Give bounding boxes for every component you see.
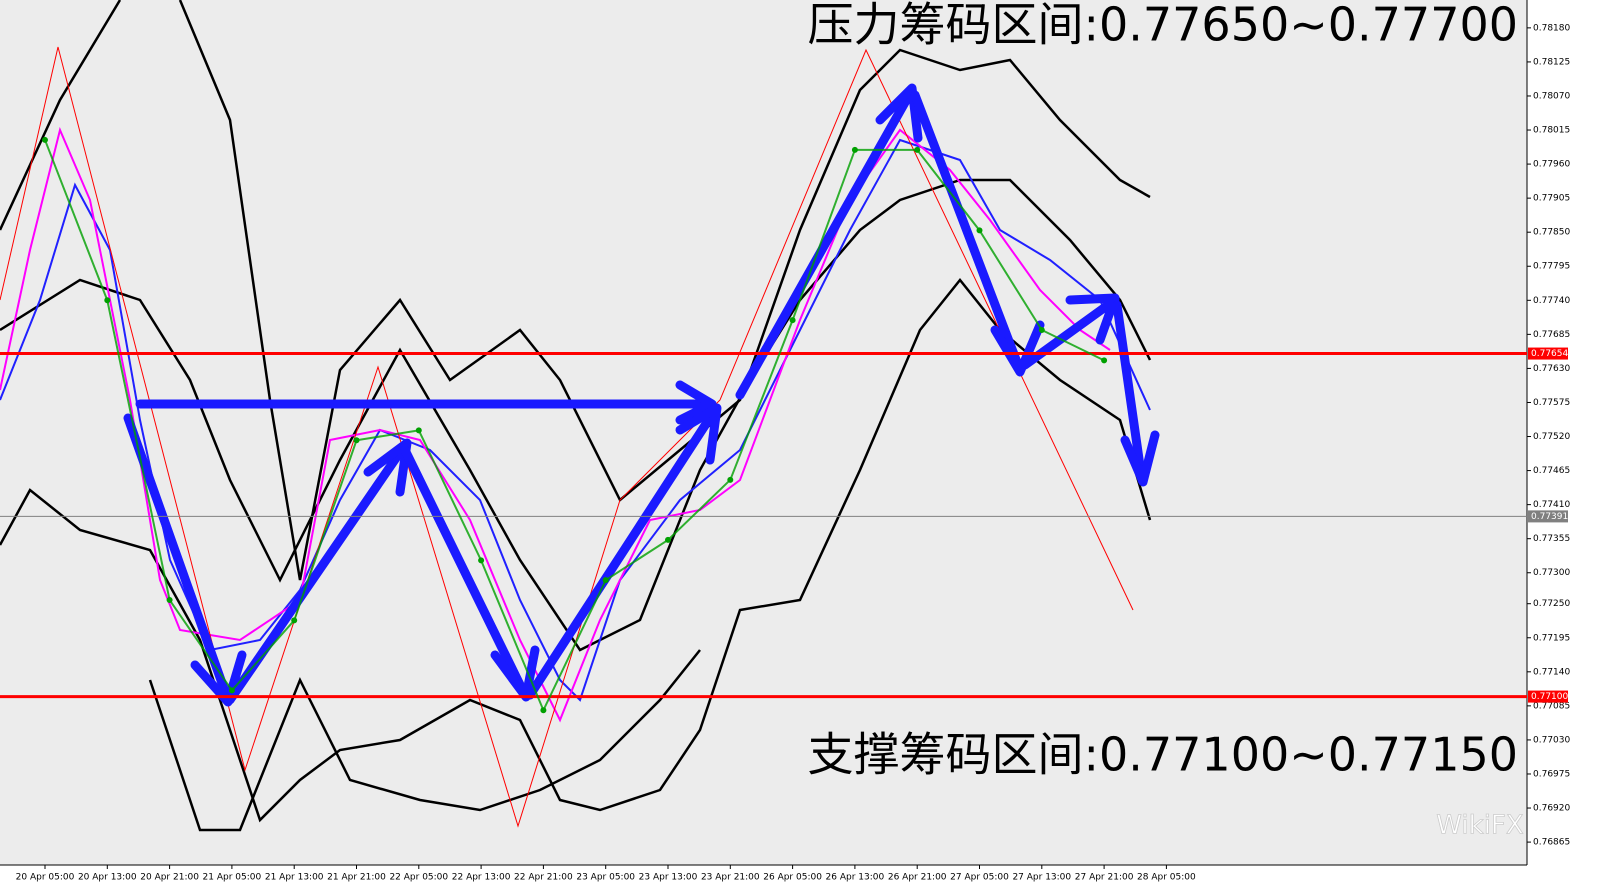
x-tick-label: 20 Apr 13:00 (78, 873, 137, 883)
price-line (44, 139, 1105, 713)
y-tick-label: 0.77250 (1533, 599, 1570, 609)
level-tag (1528, 690, 1568, 703)
y-tick-label: 0.77630 (1533, 364, 1570, 374)
y-tick-label: 0.77465 (1533, 466, 1570, 476)
price-point (104, 297, 111, 304)
price-point (415, 427, 422, 434)
price-point (1101, 357, 1108, 364)
x-tick-label: 23 Apr 05:00 (576, 873, 635, 883)
y-tick-label: 0.76975 (1533, 769, 1570, 779)
y-tick-label: 0.76920 (1533, 804, 1570, 814)
level-label: 0.77100 (1531, 692, 1568, 702)
y-tick-label: 0.77685 (1533, 330, 1570, 340)
y-tick-label: 0.76865 (1533, 838, 1570, 848)
y-tick-label: 0.77030 (1533, 735, 1570, 745)
price-point (228, 687, 235, 694)
price-point (602, 577, 609, 584)
y-tick-label: 0.77795 (1533, 262, 1570, 272)
price-point (291, 617, 298, 624)
level-tag (1528, 510, 1568, 523)
x-tick-label: 26 Apr 21:00 (888, 873, 947, 883)
x-tick-label: 26 Apr 13:00 (826, 873, 885, 883)
resistance-annotation: 压力筹码区间:0.77650~0.77700 (808, 0, 1518, 52)
zigzag (0, 46, 1134, 828)
y-tick-label: 0.78125 (1533, 57, 1570, 67)
y-tick-label: 0.78070 (1533, 91, 1570, 101)
price-point (1038, 327, 1045, 334)
price-point (478, 557, 485, 564)
x-tick-label: 21 Apr 21:00 (327, 873, 386, 883)
x-tick-label: 27 Apr 13:00 (1012, 873, 1071, 883)
y-tick-label: 0.77905 (1533, 194, 1570, 204)
y-tick-label: 0.78015 (1533, 126, 1570, 136)
y-tick-label: 0.77850 (1533, 228, 1570, 238)
x-tick-label: 23 Apr 13:00 (639, 873, 698, 883)
x-tick-label: 22 Apr 05:00 (389, 873, 448, 883)
y-axis-area (1527, 0, 1611, 889)
level-tag (1528, 347, 1568, 360)
support-annotation: 支撑筹码区间:0.77100~0.77150 (808, 728, 1518, 782)
y-tick-label: 0.77355 (1533, 534, 1570, 544)
x-tick-label: 23 Apr 21:00 (701, 873, 760, 883)
y-tick-label: 0.77300 (1533, 568, 1570, 578)
level-label: 0.77391 (1531, 512, 1568, 522)
plot-area (0, 0, 1527, 865)
x-tick-label: 21 Apr 13:00 (265, 873, 324, 883)
x-tick-label: 28 Apr 05:00 (1137, 873, 1196, 883)
x-tick-label: 20 Apr 21:00 (140, 873, 199, 883)
y-tick-label: 0.78180 (1533, 23, 1570, 33)
price-point (353, 437, 360, 444)
price-point (976, 227, 983, 234)
x-tick-label: 20 Apr 05:00 (16, 873, 75, 883)
y-tick-label: 0.77140 (1533, 667, 1570, 677)
watermark: WikiFX (1436, 811, 1523, 841)
price-point (540, 707, 547, 714)
y-tick-label: 0.77195 (1533, 633, 1570, 643)
price-point (42, 136, 48, 143)
y-tick-label: 0.77520 (1533, 432, 1570, 442)
level-label: 0.77654 (1531, 349, 1568, 359)
y-tick-label: 0.77085 (1533, 701, 1570, 711)
x-tick-label: 22 Apr 13:00 (452, 873, 511, 883)
x-tick-label: 21 Apr 05:00 (203, 873, 262, 883)
x-tick-label: 27 Apr 21:00 (1075, 873, 1134, 883)
price-point (727, 476, 734, 483)
y-tick-label: 0.77960 (1533, 160, 1570, 170)
price-point (665, 536, 671, 543)
price-point (166, 596, 173, 603)
y-tick-label: 0.77575 (1533, 398, 1570, 408)
arrows (123, 83, 1160, 707)
x-tick-label: 26 Apr 05:00 (763, 873, 822, 883)
bands (0, 0, 1152, 832)
x-tick-label: 22 Apr 21:00 (514, 873, 573, 883)
y-tick-label: 0.77410 (1533, 500, 1570, 510)
price-point (914, 146, 921, 153)
price-point (851, 146, 858, 153)
price-point (789, 317, 796, 324)
y-tick-label: 0.77740 (1533, 296, 1570, 306)
x-tick-label: 27 Apr 05:00 (950, 873, 1009, 883)
